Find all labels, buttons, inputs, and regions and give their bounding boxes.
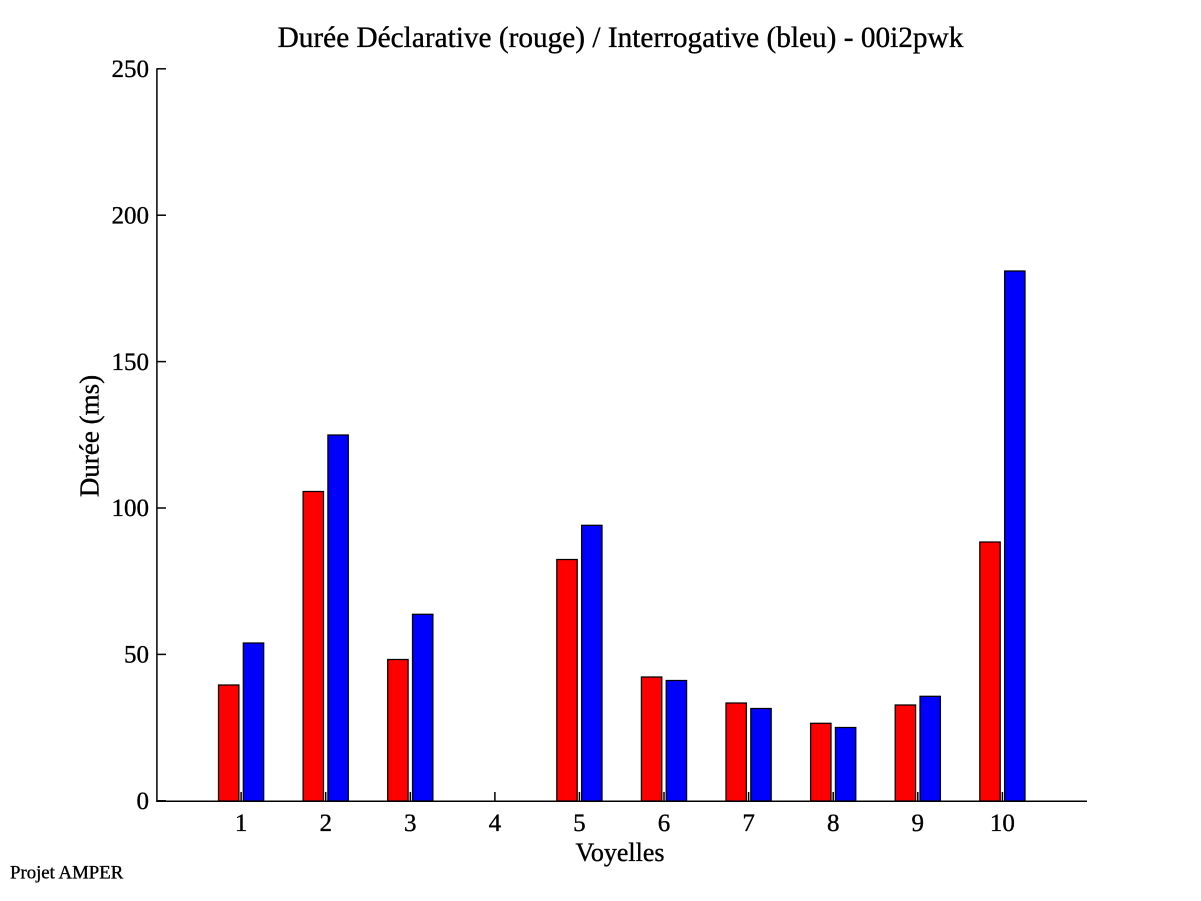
svg-text:Durée (ms): Durée (ms)	[75, 375, 105, 497]
svg-text:7: 7	[742, 810, 755, 837]
svg-text:50: 50	[124, 642, 149, 669]
svg-text:3: 3	[404, 810, 417, 837]
svg-text:10: 10	[990, 810, 1015, 837]
svg-text:8: 8	[827, 810, 840, 837]
svg-text:5: 5	[573, 810, 586, 837]
svg-text:Voyelles: Voyelles	[575, 838, 664, 867]
svg-text:0: 0	[137, 788, 150, 815]
svg-text:100: 100	[112, 495, 150, 522]
svg-text:1: 1	[235, 810, 248, 837]
svg-text:150: 150	[112, 349, 150, 376]
svg-text:2: 2	[319, 810, 332, 837]
svg-text:4: 4	[489, 810, 502, 837]
svg-text:Projet AMPER: Projet AMPER	[10, 863, 124, 884]
svg-text:250: 250	[112, 56, 150, 83]
svg-text:200: 200	[112, 202, 150, 229]
svg-text:Durée Déclarative (rouge) / In: Durée Déclarative (rouge) / Interrogativ…	[278, 22, 964, 54]
svg-text:6: 6	[658, 810, 671, 837]
svg-text:9: 9	[912, 810, 925, 837]
